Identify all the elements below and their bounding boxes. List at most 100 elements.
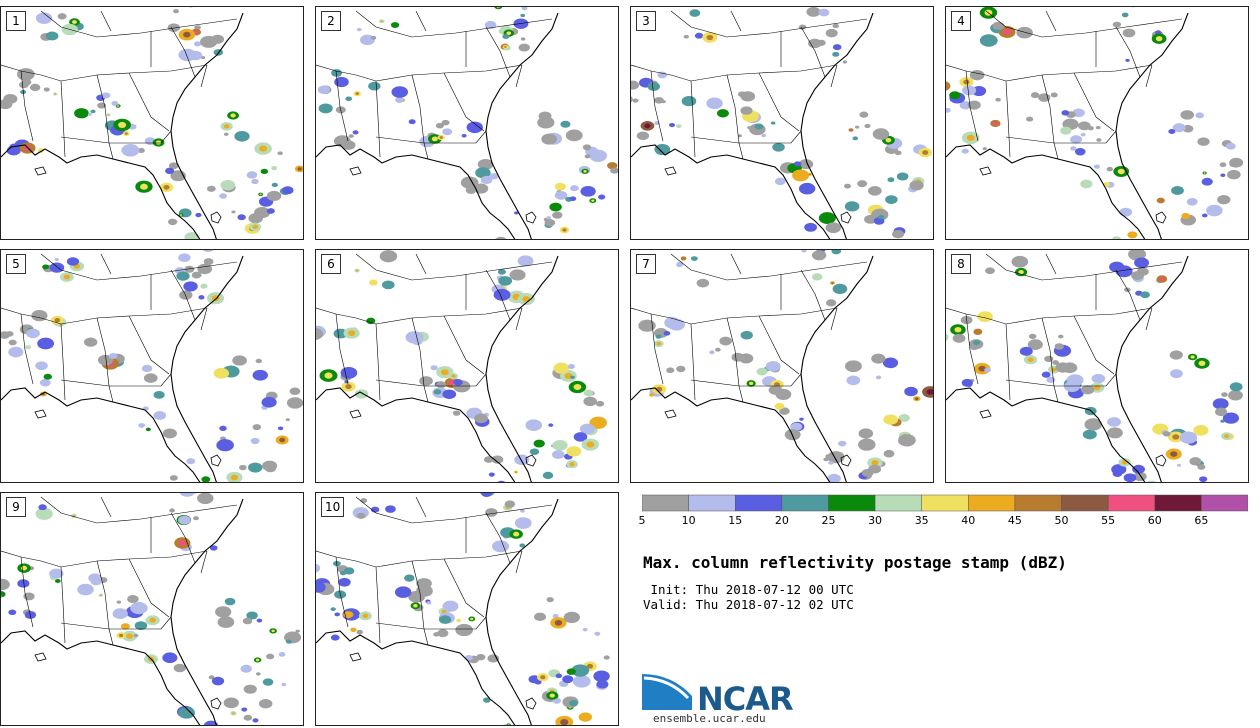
echo-cell bbox=[1212, 398, 1229, 410]
echo-cell bbox=[198, 295, 205, 300]
echo-core bbox=[345, 384, 352, 390]
echo-cell bbox=[395, 96, 404, 104]
echo-cell bbox=[442, 600, 459, 612]
echo-core bbox=[1093, 385, 1101, 391]
echo-core bbox=[1155, 36, 1163, 42]
echo-cell bbox=[569, 196, 577, 202]
state-border bbox=[800, 269, 826, 321]
echo-cell bbox=[598, 194, 606, 200]
echo-cell bbox=[965, 382, 973, 388]
echo-cell bbox=[248, 213, 263, 224]
echo-cell bbox=[774, 402, 785, 410]
echo-cell bbox=[456, 618, 462, 623]
echo-cell bbox=[286, 397, 303, 409]
echo-cell bbox=[844, 201, 860, 212]
echo-core bbox=[117, 105, 120, 107]
echo-cell bbox=[1168, 129, 1176, 134]
echo-cell bbox=[54, 578, 61, 583]
echo-cell bbox=[1197, 464, 1206, 470]
echo-core bbox=[514, 471, 518, 473]
echo-cell bbox=[562, 675, 574, 684]
echo-cell bbox=[369, 279, 378, 286]
echo-cell bbox=[715, 347, 721, 352]
echo-cell bbox=[716, 109, 729, 118]
member-number: 5 bbox=[6, 254, 26, 274]
echo-core bbox=[232, 712, 235, 715]
echo-cell bbox=[197, 493, 214, 505]
echo-cell bbox=[647, 82, 661, 91]
echo-cell bbox=[636, 131, 650, 141]
echo-cell bbox=[317, 85, 330, 94]
gulf-coastline bbox=[1, 144, 201, 239]
echo-cell bbox=[583, 396, 598, 407]
echo-cell bbox=[179, 493, 195, 497]
echo-cell bbox=[348, 134, 354, 138]
echo-cell bbox=[1103, 182, 1111, 187]
state-border bbox=[1045, 253, 1057, 275]
echo-cell bbox=[806, 7, 821, 17]
echo-cell bbox=[120, 623, 130, 630]
echo-core bbox=[271, 629, 275, 633]
colorbar-segment bbox=[1154, 494, 1202, 512]
echo-core bbox=[922, 150, 929, 155]
echo-core bbox=[1198, 360, 1206, 367]
echo-cell bbox=[435, 122, 444, 129]
echo-cell bbox=[555, 673, 563, 679]
echo-cell bbox=[568, 700, 578, 707]
atlantic-coastline bbox=[170, 255, 244, 482]
echo-cell bbox=[542, 471, 554, 480]
colorbar-tick: 10 bbox=[681, 514, 696, 527]
echo-cell bbox=[603, 655, 610, 660]
echo-cell bbox=[209, 545, 218, 551]
echo-cell bbox=[90, 577, 102, 586]
echo-cell bbox=[35, 361, 48, 371]
echo-cell bbox=[492, 540, 510, 553]
state-border bbox=[415, 10, 427, 32]
echo-cell bbox=[237, 214, 246, 221]
echo-cell bbox=[266, 208, 275, 214]
atlantic-coastline bbox=[800, 255, 874, 482]
colorbar-tick-labels: 5 10 15 20 25 30 35 40 45 50 55 60 65 bbox=[639, 514, 1252, 530]
colorbar-tick: 45 bbox=[1007, 514, 1022, 527]
echo-cell bbox=[904, 386, 918, 397]
echo-cell bbox=[1070, 135, 1083, 144]
echo-cell bbox=[798, 182, 816, 195]
state-border bbox=[739, 130, 802, 144]
colorbar-segment bbox=[921, 494, 969, 512]
echo-cell bbox=[1179, 431, 1198, 444]
echo-cell bbox=[1172, 123, 1186, 133]
echo-cell bbox=[519, 543, 526, 548]
echo-cell bbox=[967, 100, 981, 110]
member-number: 3 bbox=[636, 11, 656, 31]
echo-cell bbox=[669, 122, 675, 128]
state-border bbox=[1115, 269, 1141, 321]
state-border bbox=[690, 136, 740, 144]
echo-cell bbox=[973, 328, 983, 335]
echo-cell bbox=[282, 186, 294, 195]
state-border bbox=[200, 307, 208, 331]
echo-cell bbox=[680, 256, 687, 261]
echo-cell bbox=[271, 166, 278, 171]
echo-cell bbox=[330, 607, 336, 612]
echo-cell bbox=[572, 675, 591, 688]
echo-cell bbox=[504, 500, 516, 508]
echo-cell bbox=[1132, 464, 1145, 474]
echo-cell bbox=[894, 150, 902, 156]
echo-cell bbox=[520, 13, 526, 18]
echo-cell bbox=[1078, 121, 1091, 131]
reflectivity-map bbox=[1, 7, 303, 239]
colorbar-tick: 35 bbox=[914, 514, 929, 527]
echo-cell bbox=[775, 388, 792, 400]
echo-cell bbox=[162, 428, 177, 439]
echo-cell bbox=[831, 250, 842, 255]
state-border bbox=[424, 616, 487, 630]
member-panel-7: 7 bbox=[630, 249, 934, 483]
echo-cell bbox=[811, 273, 823, 281]
echo-core bbox=[849, 129, 853, 131]
state-border bbox=[485, 269, 511, 321]
lake-outline bbox=[349, 409, 362, 419]
echo-cell bbox=[657, 71, 667, 79]
echo-cell bbox=[17, 579, 30, 588]
state-border bbox=[985, 10, 1183, 38]
member-panel-3: 3 bbox=[630, 6, 934, 240]
